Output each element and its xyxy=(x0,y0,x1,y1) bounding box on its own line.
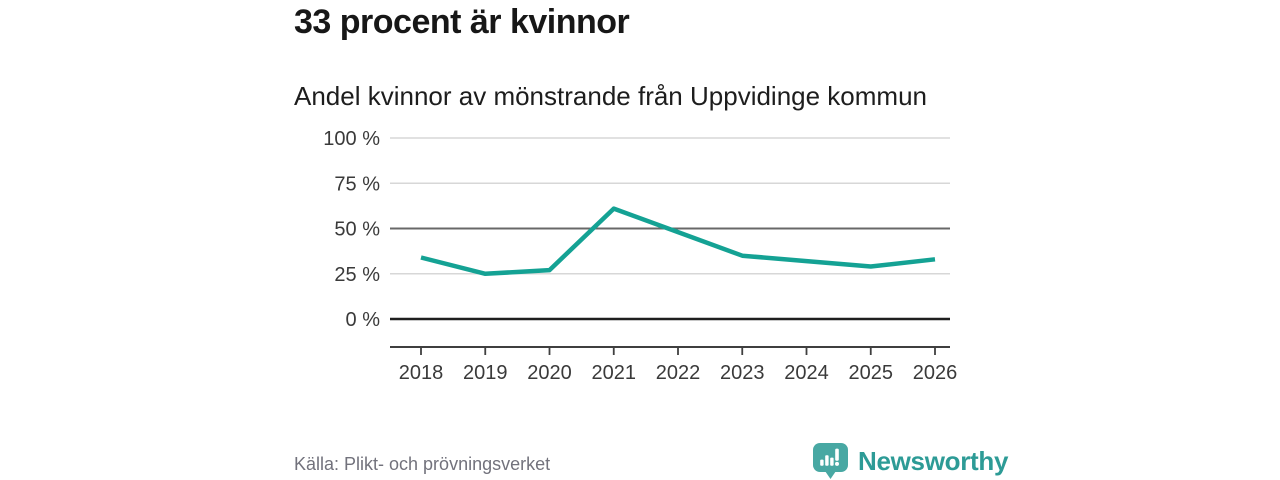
newsworthy-logo-icon xyxy=(813,443,848,479)
x-axis-tick-label: 2018 xyxy=(399,362,444,384)
x-axis-tick-label: 2025 xyxy=(849,362,894,384)
x-axis-tick-label: 2020 xyxy=(527,362,572,384)
y-axis-tick-label: 100 % xyxy=(323,128,380,150)
y-axis-tick-label: 50 % xyxy=(334,219,380,241)
x-axis-tick-label: 2021 xyxy=(592,362,637,384)
x-axis-tick-label: 2019 xyxy=(463,362,508,384)
y-axis-tick-label: 0 % xyxy=(346,309,381,331)
x-axis-tick-label: 2022 xyxy=(656,362,701,384)
chart-subtitle: Andel kvinnor av mönstrande från Uppvidi… xyxy=(294,81,928,111)
line-chart: 0 % 25 % 50 % 75 % 100 % 2018 2019 2020 2021 2022… xyxy=(323,128,958,384)
x-axis-tick-label: 2024 xyxy=(784,362,829,384)
newsworthy-logo-text: Newsworthy xyxy=(858,445,1009,476)
y-axis-tick-label: 75 % xyxy=(334,173,380,195)
data-line-andel-kvinnor xyxy=(420,206,936,277)
y-axis-tick-label: 25 % xyxy=(334,264,380,286)
chart-title: 33 procent är kvinnor xyxy=(294,3,630,41)
x-axis-tick-label: 2026 xyxy=(913,362,958,384)
source-attribution: Källa: Plikt- och prövningsverket xyxy=(294,454,551,474)
x-axis-tick-label: 2023 xyxy=(720,362,765,384)
chart-plot-area: 0 % 25 % 50 % 75 % 100 % 2018 2019 2020 2021 2022… xyxy=(322,126,962,392)
newsworthy-logo[interactable]: Newsworthy xyxy=(812,442,1008,480)
